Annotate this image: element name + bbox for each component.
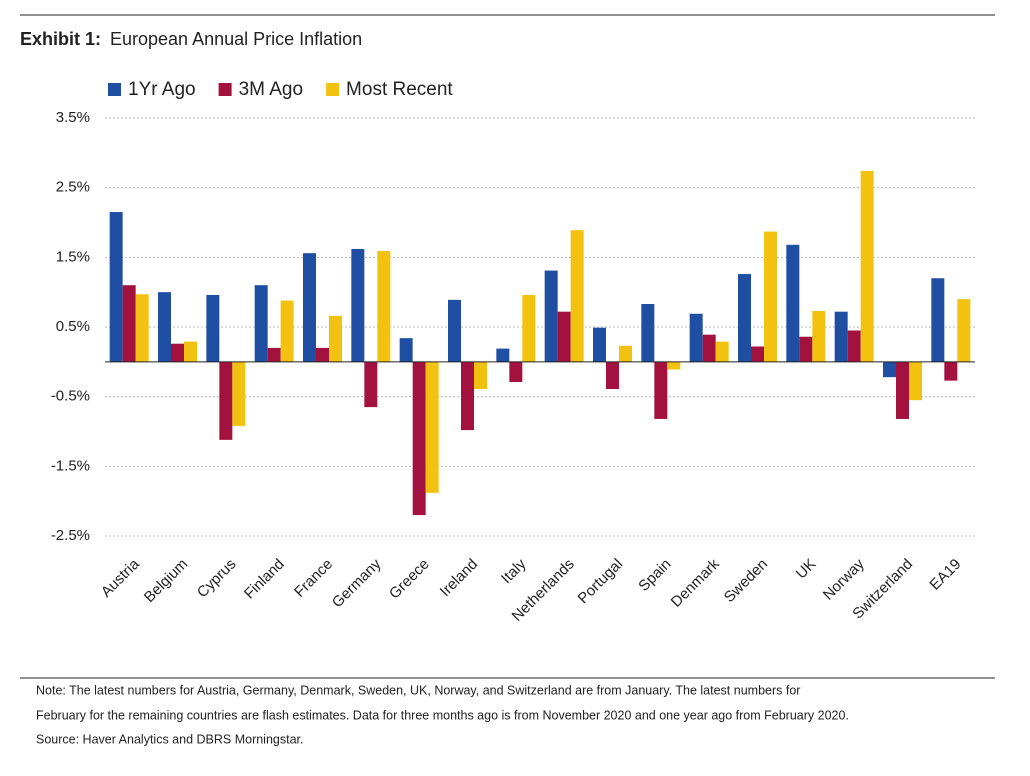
bar — [461, 361, 474, 431]
x-tick-label: Germany — [329, 555, 385, 611]
bar — [377, 251, 391, 362]
bar — [557, 311, 571, 362]
bar — [351, 248, 365, 362]
x-tick-label: Norway — [820, 555, 868, 603]
bar — [570, 230, 584, 362]
legend-swatch — [326, 83, 340, 96]
bar — [122, 285, 136, 362]
legend-swatch — [218, 83, 232, 96]
bar — [448, 299, 461, 362]
bar — [206, 294, 220, 362]
bar — [667, 361, 681, 370]
bar — [109, 212, 123, 362]
bar — [544, 270, 558, 362]
x-tick-label: UK — [793, 556, 820, 583]
bar — [254, 285, 268, 362]
bar — [329, 315, 342, 362]
chart-title: European Annual Price Inflation — [110, 29, 362, 49]
bar — [715, 341, 729, 362]
y-tick-label: 0.5% — [56, 318, 90, 335]
x-tick-label: Spain — [635, 556, 674, 595]
bar — [957, 299, 971, 362]
x-tick-label: Finland — [241, 556, 288, 603]
bar — [496, 348, 510, 362]
bar — [702, 334, 716, 362]
note-line: Note: The latest numbers for Austria, Ge… — [36, 683, 800, 697]
bar — [860, 170, 874, 362]
bar — [883, 361, 896, 378]
x-tick-label: Austria — [98, 555, 143, 600]
bar — [412, 361, 426, 516]
bar — [509, 361, 523, 383]
legend-label: 3M Ago — [239, 79, 303, 100]
bar — [280, 300, 294, 362]
bar — [619, 345, 632, 362]
bar — [764, 231, 777, 362]
bar — [425, 361, 439, 493]
x-tick-label: EA19 — [926, 556, 964, 594]
bar — [689, 313, 703, 362]
x-tick-label: Sweden — [721, 556, 771, 606]
bar — [812, 310, 826, 362]
bar — [909, 361, 922, 401]
bar — [606, 361, 619, 390]
y-tick-label: 1.5% — [56, 248, 90, 265]
x-tick-label: Portugal — [575, 556, 627, 608]
x-tick-label: Belgium — [141, 556, 191, 606]
note-line: Source: Haver Analytics and DBRS Morning… — [36, 732, 303, 746]
bar — [931, 278, 945, 362]
y-tick-label: -1.5% — [51, 457, 90, 474]
note-line: February for the remaining countries are… — [36, 708, 849, 722]
bar — [219, 361, 233, 440]
x-tick-label: Ireland — [437, 556, 481, 600]
x-tick-label: France — [291, 556, 336, 601]
bar — [896, 361, 909, 419]
bar — [364, 361, 378, 408]
bar — [799, 336, 813, 362]
bar — [944, 361, 958, 381]
bar — [316, 347, 329, 362]
bar — [654, 361, 668, 419]
bar — [135, 294, 149, 362]
y-tick-label: -0.5% — [51, 388, 90, 405]
bar — [751, 346, 764, 362]
x-tick-label: Cyprus — [194, 556, 240, 602]
bar — [171, 343, 184, 362]
bar — [522, 294, 536, 362]
legend-swatch — [108, 83, 121, 96]
bar — [834, 311, 848, 362]
exhibit-label: Exhibit 1: — [20, 29, 101, 49]
y-tick-label: -2.5% — [51, 527, 90, 544]
x-tick-label: Italy — [498, 555, 530, 587]
bar — [738, 274, 751, 362]
bar — [303, 253, 316, 362]
x-tick-label: Greece — [386, 556, 433, 603]
bar — [232, 361, 246, 426]
y-tick-label: 3.5% — [56, 109, 90, 126]
bar — [641, 304, 655, 362]
bar — [158, 292, 171, 362]
bar — [847, 330, 861, 362]
bar — [399, 338, 413, 362]
bar — [474, 361, 487, 390]
y-tick-label: 2.5% — [56, 179, 90, 196]
legend-label: 1Yr Ago — [128, 79, 196, 100]
bar — [267, 347, 281, 362]
bar — [786, 244, 800, 362]
x-tick-label: Denmark — [668, 555, 723, 610]
bar — [593, 327, 606, 362]
bar — [184, 341, 197, 362]
legend-label: Most Recent — [346, 79, 453, 100]
